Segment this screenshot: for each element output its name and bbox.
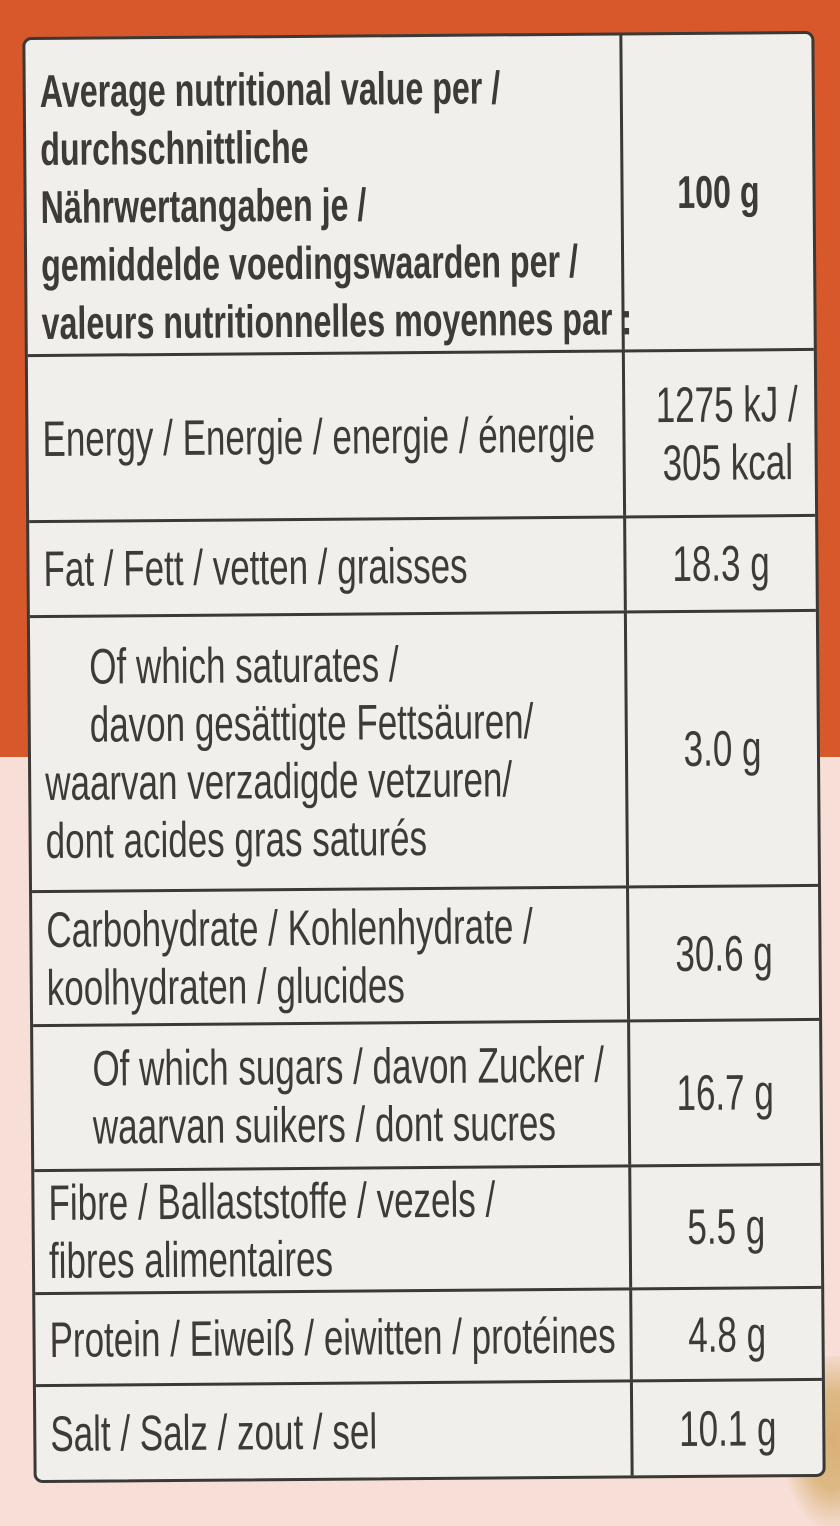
- nutrition-table: Average nutritional value per / durchschn…: [22, 30, 826, 1484]
- energy-label-line: Energy / Energie / energie / énergie: [42, 405, 623, 468]
- header-title-line: gemiddelde voedingswaarden per /: [41, 231, 622, 294]
- fat-value-line-text: 18.3 g: [672, 535, 771, 593]
- energy-value-line: 1275 kJ /: [625, 374, 828, 434]
- salt-label-line-text: Salt / Salz / zout / sel: [50, 1402, 378, 1462]
- saturates-label-line: davon gesättigte Fettsäuren/: [45, 691, 626, 754]
- carbohydrate-label-line-text: koolhydraten / glucides: [46, 956, 406, 1016]
- fibre-label-line-text: Fibre / Ballaststoffe / vezels /: [48, 1171, 496, 1231]
- saturates-label-line-text: davon gesättigte Fettsäuren/: [89, 693, 534, 753]
- header-title-line: valeurs nutritionnelles moyennes par :: [41, 289, 632, 352]
- header-title-line: durchschnittliche: [40, 115, 621, 178]
- saturates-value-cell: 3.0 g: [627, 612, 818, 885]
- row-energy: Energy / Energie / energie / énergie 1275…: [27, 350, 816, 524]
- sugars-value-cell: 16.7 g: [630, 1021, 820, 1164]
- saturates-label-line-text: Of which saturates /: [89, 636, 399, 695]
- header-title-line-text: valeurs nutritionnelles moyennes par :: [41, 292, 633, 349]
- fibre-label-line: fibres alimentaires: [49, 1227, 630, 1290]
- header-title-line: Nährwertangaben je /: [40, 173, 621, 236]
- energy-value-line-text: 305 kcal: [662, 433, 793, 491]
- sugars-value-line: 16.7 g: [656, 1063, 795, 1122]
- fibre-label-cell: Fibre / Ballaststoffe / vezels / fibres a…: [34, 1167, 633, 1293]
- header-title-line-text: Average nutritional value per /: [39, 61, 501, 117]
- fat-label-cell: Fat / Fett / vetten / graisses: [29, 518, 628, 616]
- protein-label-cell: Protein / Eiweiß / eiwitten / protéines: [35, 1290, 634, 1385]
- protein-value-line-text: 4.8 g: [688, 1305, 767, 1363]
- salt-label-line: Salt / Salz / zout / sel: [50, 1400, 631, 1463]
- fibre-value-line: 5.5 g: [671, 1197, 783, 1256]
- sugars-label-line-text: Of which sugars / davon Zucker /: [92, 1036, 605, 1097]
- row-fibre: Fibre / Ballaststoffe / vezels / fibres a…: [34, 1165, 822, 1296]
- sugars-label-line: waarvan suikers / dont sucres: [48, 1093, 629, 1156]
- carbohydrate-value-line: 30.6 g: [654, 924, 793, 983]
- carbohydrate-value-line-text: 30.6 g: [675, 924, 774, 982]
- carbohydrate-label-line: koolhydraten / glucides: [47, 954, 628, 1017]
- saturates-value-line: 3.0 g: [667, 719, 779, 778]
- salt-value-cell: 10.1 g: [633, 1381, 822, 1475]
- salt-value-line: 10.1 g: [658, 1399, 797, 1458]
- sugars-value-line-text: 16.7 g: [676, 1064, 775, 1122]
- carbohydrate-value-cell: 30.6 g: [629, 887, 819, 1019]
- row-protein: Protein / Eiweiß / eiwitten / protéines 4…: [35, 1288, 822, 1388]
- row-fat: Fat / Fett / vetten / graisses 18.3 g: [29, 516, 816, 619]
- energy-value-line: 305 kcal: [634, 432, 821, 491]
- header-amount-text: 100 g: [676, 165, 760, 218]
- fat-value-cell: 18.3 g: [626, 517, 815, 610]
- carbohydrate-label-cell: Carbohydrate / Kohlenhydrate / koolhydrat…: [32, 888, 631, 1025]
- saturates-label-line-text: waarvan verzadigde vetzuren/: [44, 751, 513, 811]
- saturates-label-line-text: dont acides gras saturés: [45, 809, 428, 869]
- protein-value-line: 4.8 g: [671, 1305, 783, 1364]
- sugars-label-line: Of which sugars / davon Zucker /: [47, 1035, 628, 1098]
- saturates-label-line: dont acides gras saturés: [45, 807, 626, 870]
- fibre-value-cell: 5.5 g: [632, 1166, 822, 1287]
- fat-label-line-text: Fat / Fett / vetten / graisses: [43, 537, 468, 597]
- energy-label-line-text: Energy / Energie / energie / énergie: [42, 406, 596, 467]
- protein-label-line: Protein / Eiweiß / eiwitten / protéines: [49, 1306, 630, 1369]
- carbohydrate-label-line: Carbohydrate / Kohlenhydrate /: [46, 896, 627, 959]
- salt-label-cell: Salt / Salz / zout / sel: [35, 1382, 635, 1481]
- fibre-value-line-text: 5.5 g: [687, 1198, 766, 1255]
- fat-label-line: Fat / Fett / vetten / graisses: [43, 535, 624, 598]
- row-salt: Salt / Salz / zout / sel 10.1 g: [35, 1381, 823, 1481]
- protein-value-cell: 4.8 g: [633, 1289, 822, 1379]
- sugars-label-line-text: waarvan suikers / dont sucres: [92, 1094, 557, 1155]
- row-sugars: Of which sugars / davon Zucker / waarvan …: [33, 1020, 821, 1173]
- fibre-label-line: Fibre / Ballaststoffe / vezels /: [48, 1169, 629, 1232]
- fat-value-line: 18.3 g: [651, 534, 790, 593]
- header-amount-cell: 100 g: [623, 34, 814, 349]
- header-title-line-text: gemiddelde voedingswaarden per /: [40, 234, 579, 291]
- row-saturates: Of which saturates / davon gesättigte Fet…: [29, 611, 819, 894]
- header-title-line-text: Nährwertangaben je /: [40, 178, 367, 233]
- header-title-cell: Average nutritional value per / durchschn…: [25, 35, 632, 355]
- saturates-value-line-text: 3.0 g: [683, 720, 762, 777]
- protein-label-line-text: Protein / Eiweiß / eiwitten / protéines: [49, 1307, 616, 1368]
- energy-label-cell: Energy / Energie / energie / énergie: [27, 352, 627, 521]
- fibre-label-line-text: fibres alimentaires: [48, 1230, 334, 1289]
- saturates-label-line: Of which saturates /: [44, 633, 625, 696]
- table-header-row: Average nutritional value per / durchschn…: [25, 33, 814, 358]
- header-title-line-text: durchschnittliche: [40, 120, 309, 175]
- sugars-label-cell: Of which sugars / davon Zucker / waarvan …: [33, 1022, 632, 1170]
- saturates-label-line: waarvan verzadigde vetzuren/: [45, 749, 626, 812]
- carbohydrate-label-line-text: Carbohydrate / Kohlenhydrate /: [46, 897, 533, 958]
- row-carbohydrate: Carbohydrate / Kohlenhydrate / koolhydrat…: [32, 886, 820, 1028]
- energy-value-cell: 1275 kJ /305 kcal: [625, 351, 829, 516]
- saturates-label-cell: Of which saturates / davon gesättigte Fet…: [29, 613, 630, 891]
- salt-value-line-text: 10.1 g: [679, 1399, 777, 1457]
- energy-value-line-text: 1275 kJ /: [655, 375, 799, 433]
- header-title-line: Average nutritional value per /: [40, 57, 621, 120]
